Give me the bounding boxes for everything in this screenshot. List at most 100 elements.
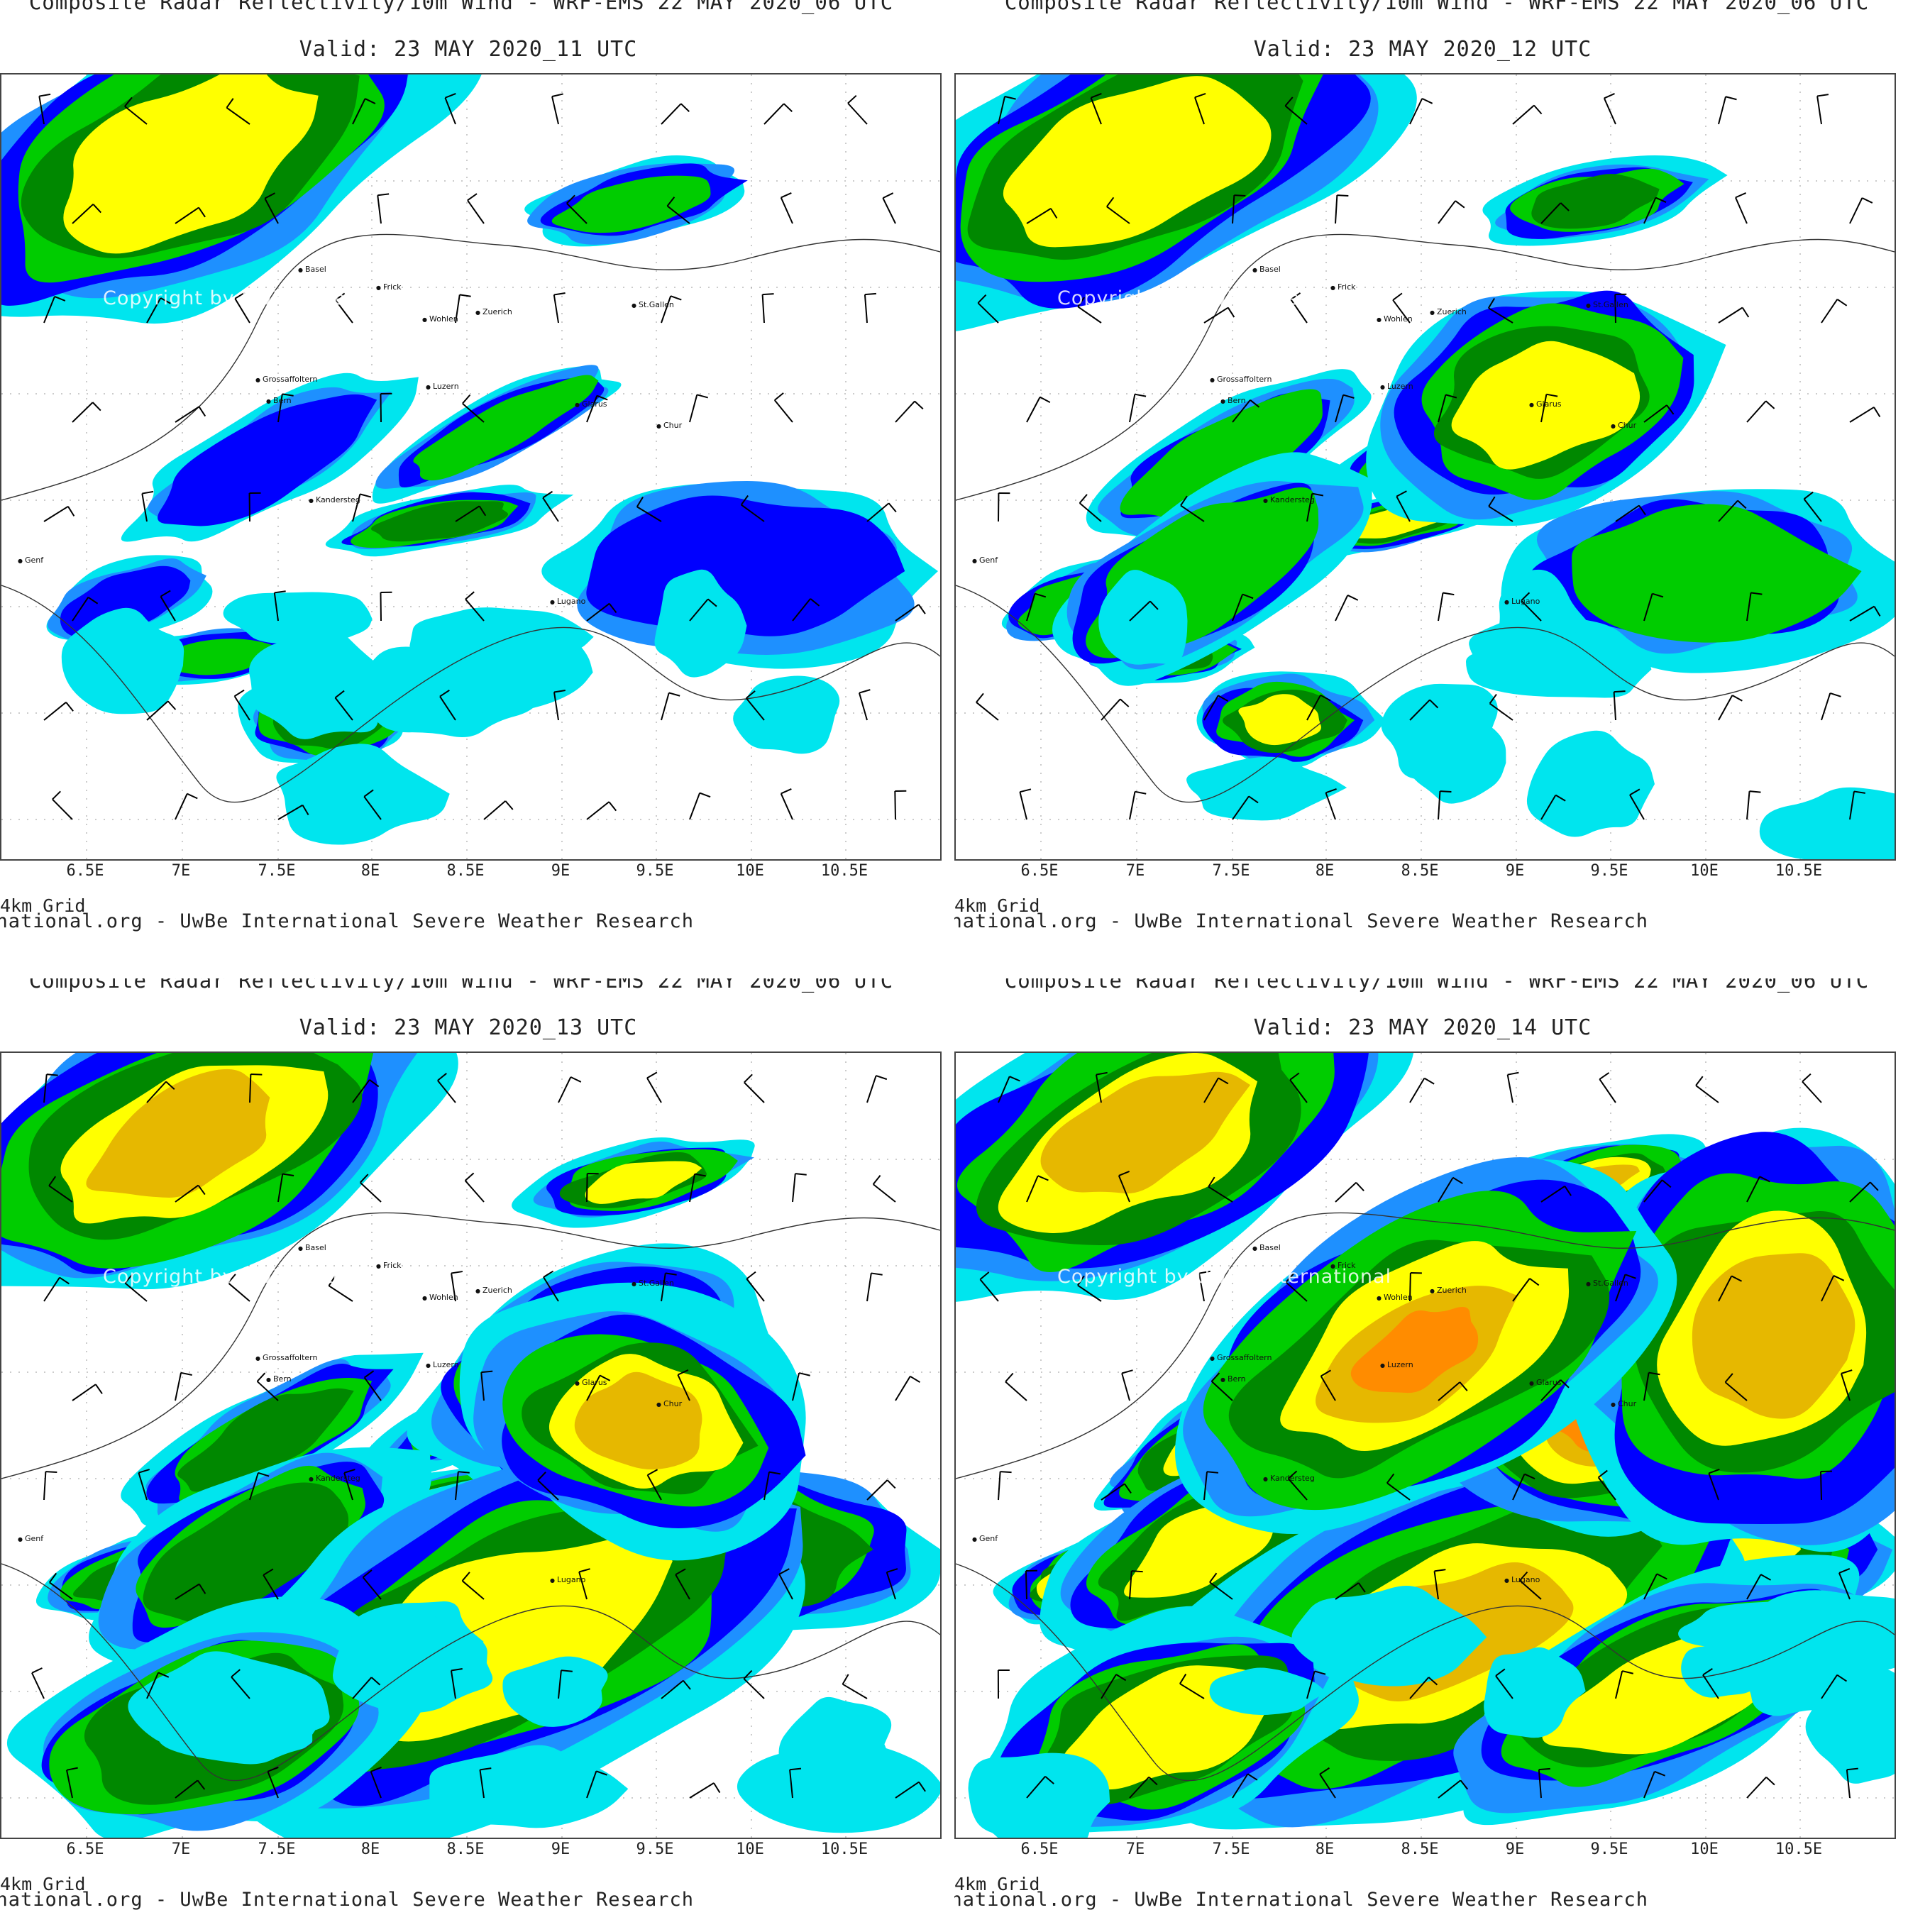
wind-barb-flag: [1393, 293, 1402, 300]
light-echo: [733, 675, 839, 754]
city-label: Basel: [298, 1243, 326, 1252]
x-axis-tick-label: 8.5E: [447, 1840, 485, 1858]
wind-barb-flag: [1743, 307, 1749, 316]
wind-barb-flag: [883, 193, 893, 198]
wind-barb-staff: [867, 1273, 871, 1301]
wind-barb-flag: [32, 1668, 42, 1673]
wind-barb: [998, 1670, 1010, 1699]
light-echo: [1527, 731, 1655, 837]
wind-barb: [1821, 693, 1841, 720]
valid-time: Valid: 23 MAY 2020_11 UTC: [0, 37, 937, 62]
wind-barb-staff: [468, 200, 484, 223]
wind-barb-staff: [781, 197, 793, 223]
wind-barb-flag: [1122, 1370, 1132, 1373]
city-label: Frick: [1330, 282, 1356, 292]
wind-barb: [1335, 1183, 1364, 1202]
wind-barb: [1130, 394, 1146, 422]
wind-barb-flag: [1020, 789, 1031, 792]
city-label: Frick: [376, 1261, 402, 1270]
wind-barb-staff: [1438, 201, 1455, 223]
wind-barb-flag: [1443, 593, 1455, 595]
panel-title: Composite Radar Reflectivity/10m Wind - …: [0, 978, 922, 993]
wind-barb-flag: [1802, 1074, 1811, 1082]
city-label: Basel: [1252, 1243, 1281, 1252]
wind-barb: [1719, 96, 1737, 124]
wind-barb: [72, 402, 101, 422]
x-axis-tick-label: 8.5E: [1401, 862, 1439, 880]
city-label: Luzern: [426, 382, 459, 391]
wind-barb-flag: [1736, 193, 1746, 197]
x-axis-tick-label: 10E: [1690, 1840, 1719, 1858]
wind-barb: [1604, 94, 1616, 124]
wind-barb: [1410, 1078, 1434, 1103]
wind-barb-staff: [781, 793, 793, 819]
x-axis-tick-label: 8E: [1316, 862, 1335, 880]
wind-barb-staff: [360, 1183, 381, 1202]
map-panel: Composite Radar Reflectivity/10m Wind - …: [954, 978, 1908, 1932]
wind-barb-staff: [44, 702, 66, 720]
city-label: Wohlen: [422, 1293, 458, 1302]
wind-barb: [763, 294, 774, 323]
city-label: Bern: [1220, 1374, 1246, 1384]
valid-time: Valid: 23 MAY 2020_14 UTC: [954, 1015, 1891, 1040]
wind-barb: [558, 1077, 581, 1103]
valid-time: Valid: 23 MAY 2020_13 UTC: [0, 1015, 937, 1040]
wind-barb-flag: [1455, 201, 1465, 208]
city-label: Chur: [1611, 421, 1636, 430]
wind-barb-flag: [465, 592, 474, 599]
wind-barb-staff: [554, 294, 558, 323]
wind-barb: [690, 1783, 719, 1798]
wind-barb-flag: [744, 1074, 752, 1082]
wind-barb-staff: [867, 1076, 876, 1103]
wind-barb-staff: [1719, 96, 1726, 124]
wind-barb: [360, 1174, 381, 1202]
wind-barb-flag: [1422, 99, 1432, 104]
reflectivity-map: [1, 74, 940, 859]
wind-barb-flag: [142, 492, 153, 494]
wind-barb-staff: [1696, 1086, 1719, 1103]
wind-barb: [1438, 201, 1465, 223]
wind-barb: [1821, 299, 1847, 323]
wind-barb-flag: [53, 791, 60, 799]
city-label: Chur: [656, 421, 682, 430]
wind-barb: [873, 1176, 895, 1202]
light-echo: [969, 1753, 1110, 1838]
wind-barb-flag: [795, 1174, 807, 1175]
wind-barb: [1130, 792, 1146, 819]
city-label: Basel: [298, 265, 326, 274]
wind-barb-flag: [1766, 1777, 1775, 1785]
city-label: Kandersteg: [1263, 1474, 1315, 1483]
wind-barb-flag: [1424, 1078, 1434, 1084]
city-label: Grossaffoltern: [1210, 1353, 1272, 1362]
wind-barb-staff: [1020, 792, 1027, 819]
wind-barb-flag: [1040, 397, 1050, 402]
wind-barb-flag: [505, 801, 512, 810]
wind-barb-flag: [468, 194, 477, 200]
x-axis-tick-label: 8E: [361, 862, 380, 880]
wind-barb-staff: [661, 104, 681, 124]
city-label: Luzern: [1380, 1360, 1413, 1369]
x-axis-tick-label: 8E: [361, 1840, 380, 1858]
wind-barb: [843, 1674, 867, 1699]
city-label: Grossaffoltern: [1210, 375, 1272, 384]
wind-barb-staff: [1821, 299, 1837, 323]
wind-barb-staff: [690, 793, 700, 819]
wind-barb: [848, 96, 867, 124]
wind-barb-flag: [1508, 1073, 1519, 1075]
city-label: Glarus: [1529, 399, 1562, 409]
wind-barb-flag: [799, 1373, 810, 1376]
x-axis-tick-label: 9E: [1506, 862, 1525, 880]
wind-barb-flag: [275, 591, 286, 592]
wind-barb: [72, 1384, 102, 1401]
wind-barb-flag: [1347, 595, 1357, 600]
wind-barb-staff: [775, 400, 793, 422]
wind-barb-staff: [1736, 197, 1747, 223]
wind-barb-flag: [93, 402, 101, 410]
wind-barb-staff: [44, 507, 68, 521]
wind-barb-staff: [873, 1184, 895, 1202]
wind-barb: [587, 802, 616, 819]
city-label: Grossaffoltern: [255, 375, 317, 384]
wind-barb-staff: [1802, 1081, 1821, 1103]
wind-barb-flag: [39, 94, 50, 96]
wind-barb-staff: [848, 103, 867, 124]
